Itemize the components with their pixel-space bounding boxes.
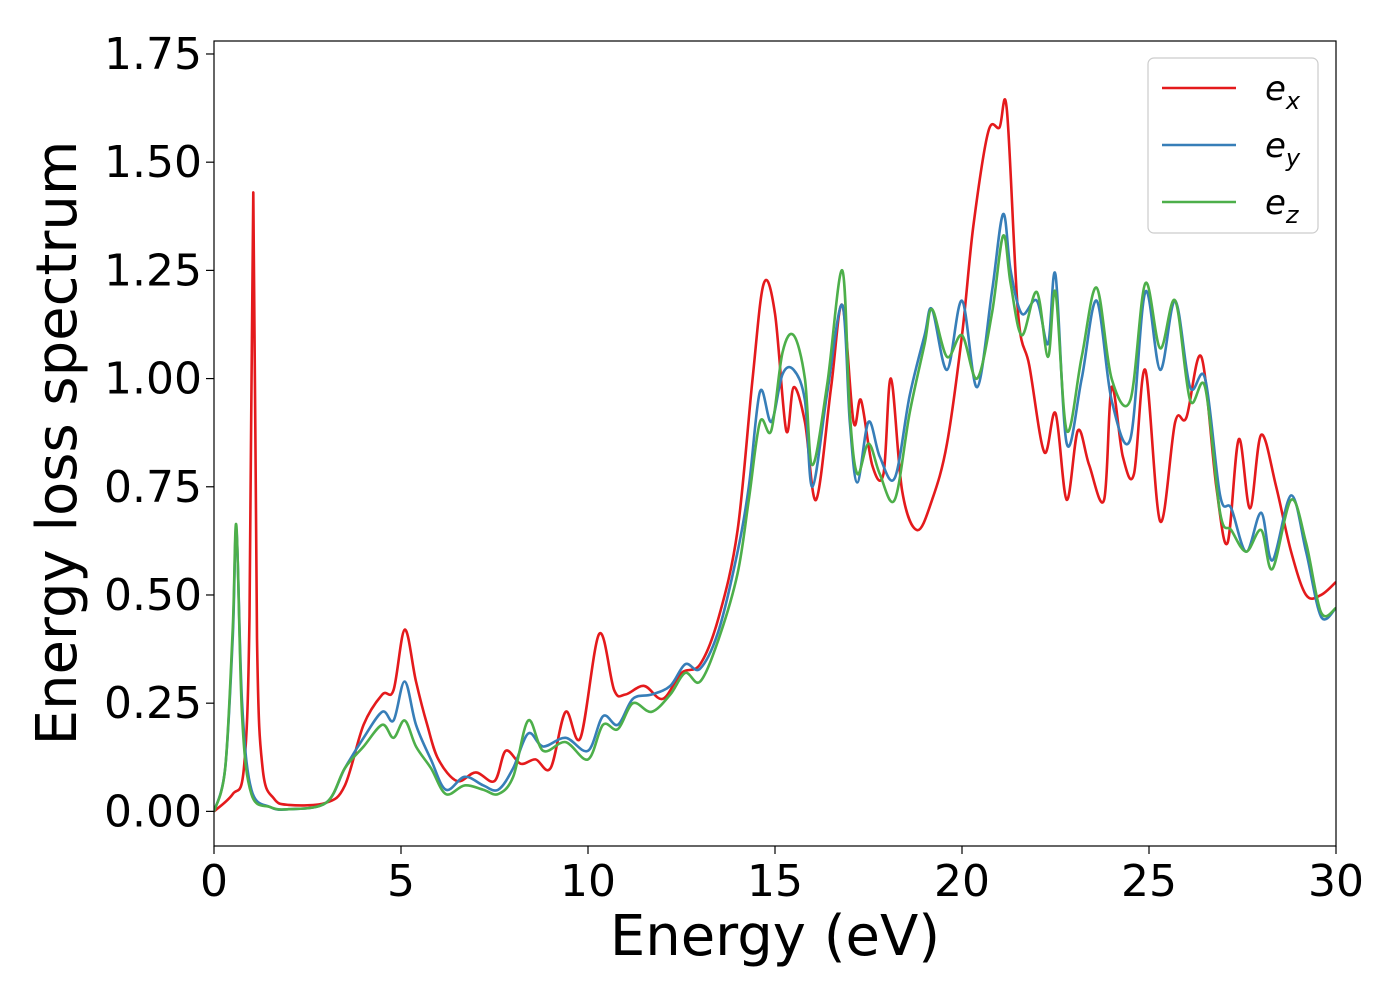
y-tick-label: 0.25 bbox=[104, 678, 202, 729]
legend-label-subscript: z bbox=[1285, 201, 1300, 229]
x-tick-label: 20 bbox=[934, 856, 990, 907]
legend-label-subscript: x bbox=[1285, 87, 1301, 115]
y-tick-label: 1.75 bbox=[104, 29, 202, 80]
legend-label-base: e bbox=[1265, 126, 1286, 166]
y-axis-label: Energy loss spectrum bbox=[25, 141, 90, 746]
y-tick-label: 1.00 bbox=[104, 354, 202, 405]
x-tick-label: 15 bbox=[747, 856, 803, 907]
y-tick-label: 1.50 bbox=[104, 137, 202, 188]
x-tick-label: 25 bbox=[1121, 856, 1177, 907]
legend-label-subscript: y bbox=[1285, 144, 1301, 172]
x-axis-label: Energy (eV) bbox=[610, 904, 940, 969]
series-line-z bbox=[214, 234, 1336, 812]
y-tick-label: 0.00 bbox=[104, 786, 202, 837]
legend-label-base: e bbox=[1265, 69, 1286, 109]
x-tick-label: 10 bbox=[560, 856, 616, 907]
series-line-x bbox=[214, 98, 1336, 813]
legend-label-y: ey bbox=[1265, 126, 1301, 172]
legend-label-x: ex bbox=[1265, 69, 1301, 115]
x-tick-label: 30 bbox=[1308, 856, 1364, 907]
y-tick-label: 0.50 bbox=[104, 570, 202, 621]
x-tick-label: 5 bbox=[387, 856, 415, 907]
legend-label-base: e bbox=[1265, 183, 1286, 223]
x-tick-label: 0 bbox=[200, 856, 228, 907]
legend-label-z: ez bbox=[1265, 183, 1300, 229]
y-tick-label: 0.75 bbox=[104, 462, 202, 513]
y-tick-label: 1.25 bbox=[104, 245, 202, 296]
